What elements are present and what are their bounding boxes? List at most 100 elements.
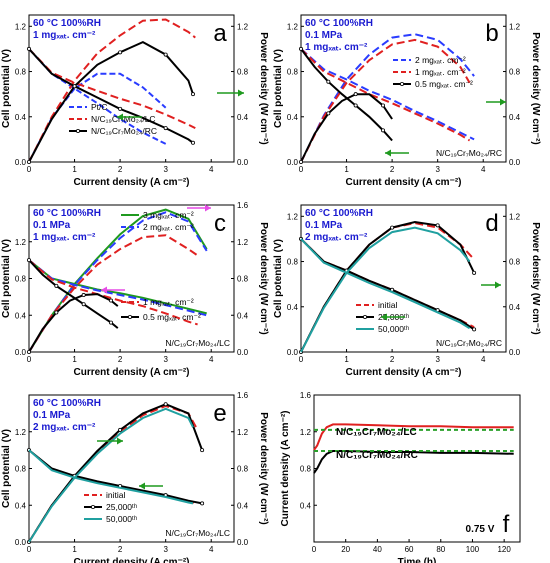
y-tick-label: 1.2 bbox=[300, 428, 312, 437]
legend-label: 50,000ᵗʰ bbox=[106, 514, 137, 524]
x-tick-label: 60 bbox=[405, 545, 414, 554]
x-tick-label: 4 bbox=[481, 355, 486, 364]
x-tick-label: 1 bbox=[72, 165, 77, 174]
panel-c: 0 1 2 3 4 0.0 0.4 0.8 1.2 0.0 0.4 0.8 1.2 1.6 Current … bbox=[1, 201, 269, 378]
y-axis-title: Cell potential (V) bbox=[1, 429, 12, 508]
plot-frame bbox=[300, 204, 507, 353]
y-axis-title: Current density (A cm⁻²) bbox=[280, 410, 291, 526]
x-tick-label: 1 bbox=[72, 545, 77, 554]
data-point bbox=[298, 159, 303, 164]
x-tick-label: 1 bbox=[72, 355, 77, 364]
data-point bbox=[390, 225, 395, 230]
x-tick-label: 0 bbox=[27, 355, 32, 364]
y-tick-label: 0.8 bbox=[287, 68, 299, 77]
power-curve bbox=[28, 407, 194, 543]
legend-label: 0.5 mgₓₐₜ. cm⁻² bbox=[415, 79, 473, 89]
x-tick-label: 3 bbox=[163, 355, 168, 364]
arrow-head bbox=[385, 149, 391, 157]
data-point bbox=[190, 92, 195, 97]
catalyst-note: N/C₁₉Cr₇Mo₂₄/RC bbox=[436, 148, 502, 158]
condition-text: 60 °C 100%RH bbox=[33, 398, 101, 409]
y2-tick-label: 0.4 bbox=[237, 501, 249, 510]
y-tick-label: 0.0 bbox=[15, 348, 27, 357]
data-point bbox=[118, 106, 123, 111]
y2-tick-label: 1.2 bbox=[509, 212, 521, 221]
y-tick-label: 1.2 bbox=[15, 238, 27, 247]
y2-tick-label: 1.2 bbox=[509, 22, 521, 31]
x-tick-label: 0 bbox=[27, 545, 32, 554]
x-tick-label: 4 bbox=[209, 355, 214, 364]
legend-label: N/C₁₉Cr₇Mo₂₄/LC bbox=[91, 114, 156, 124]
x-tick-label: 2 bbox=[390, 355, 395, 364]
power-curve bbox=[28, 18, 196, 163]
panel-letter: f bbox=[503, 511, 510, 538]
y2-axis-title: Power density (W cm⁻²) bbox=[258, 412, 269, 525]
legend-label: 2 mgₓₐₜ. cm⁻² bbox=[415, 55, 466, 65]
y2-axis-title: Power density (W cm⁻²) bbox=[258, 32, 269, 145]
y2-tick-label: 1.2 bbox=[237, 22, 249, 31]
legend-label: initial bbox=[106, 490, 125, 500]
x-axis-title: Current density (A cm⁻²) bbox=[345, 177, 461, 188]
voltage-annotation: 0.75 V bbox=[466, 524, 495, 535]
y-tick-label: 0.4 bbox=[300, 501, 312, 510]
y2-tick-label: 0.8 bbox=[509, 258, 521, 267]
data-point bbox=[353, 103, 358, 108]
data-point bbox=[163, 52, 168, 57]
data-point bbox=[26, 159, 31, 164]
y-tick-label: 1.2 bbox=[15, 428, 27, 437]
panel-letter: c bbox=[214, 210, 226, 237]
legend-label: 3 mgₓₐₜ. cm⁻² bbox=[143, 210, 194, 220]
y2-tick-label: 1.6 bbox=[237, 391, 249, 400]
plot-frame bbox=[300, 14, 507, 163]
condition-text: 2 mgₓₐₜ. cm⁻² bbox=[305, 232, 368, 243]
x-tick-label: 1 bbox=[344, 165, 349, 174]
y-tick-label: 0.4 bbox=[287, 303, 299, 312]
legend-label: 0.5 mgₓₐₜ. cm⁻² bbox=[143, 312, 201, 322]
panel-letter: e bbox=[213, 400, 226, 427]
y-tick-label: 0.8 bbox=[15, 465, 27, 474]
legend-marker bbox=[76, 128, 81, 133]
x-tick-label: 2 bbox=[118, 355, 123, 364]
series-3 bbox=[26, 40, 195, 164]
y-tick-label: 1.2 bbox=[287, 22, 299, 31]
x-tick-label: 0 bbox=[27, 165, 32, 174]
arrow-head bbox=[117, 437, 123, 445]
polarization-curve bbox=[28, 449, 194, 505]
current-curve bbox=[313, 423, 514, 451]
panel-a: 0 1 2 3 4 0.0 0.4 0.8 1.2 0.0 0.4 0.8 1.2 Current den… bbox=[1, 14, 269, 188]
series-1 bbox=[300, 33, 475, 163]
x-tick-label: 0 bbox=[299, 165, 304, 174]
data-point bbox=[26, 46, 31, 51]
x-axis-title: Current density (A cm⁻²) bbox=[73, 367, 189, 378]
catalyst-note: N/C₁₉Cr₇Mo₂₄/LC bbox=[165, 528, 230, 538]
power-curve bbox=[300, 226, 471, 353]
y2-tick-label: 0.0 bbox=[237, 538, 249, 547]
x-tick-label: 80 bbox=[436, 545, 445, 554]
x-axis-title: Current density (A cm⁻²) bbox=[73, 177, 189, 188]
data-point bbox=[26, 349, 31, 354]
condition-text: 60 °C 100%RH bbox=[33, 18, 101, 29]
data-point bbox=[472, 327, 477, 332]
data-point bbox=[200, 501, 205, 506]
arrow-head bbox=[139, 482, 145, 490]
power-curve bbox=[300, 93, 393, 163]
y-tick-label: 0.4 bbox=[15, 501, 27, 510]
data-point bbox=[326, 111, 331, 116]
polarization-curve bbox=[28, 48, 196, 129]
data-point bbox=[81, 293, 86, 298]
condition-text: 0.1 MPa bbox=[33, 410, 71, 421]
series-3 bbox=[28, 234, 199, 353]
data-point bbox=[472, 270, 477, 275]
y2-tick-label: 1.2 bbox=[237, 238, 249, 247]
data-point bbox=[163, 402, 168, 407]
series-1 bbox=[313, 423, 514, 451]
condition-text: 60 °C 100%RH bbox=[305, 18, 373, 29]
data-point bbox=[190, 140, 195, 145]
series-3 bbox=[298, 46, 393, 164]
y-tick-label: 0.4 bbox=[15, 311, 27, 320]
x-axis-title: Time (h) bbox=[398, 557, 437, 563]
y-tick-label: 1.2 bbox=[15, 22, 27, 31]
x-tick-label: 20 bbox=[341, 545, 350, 554]
panel-e: 0 1 2 3 4 0.0 0.4 0.8 1.2 0.0 0.4 0.8 1.2 1.6 Current … bbox=[1, 391, 269, 563]
arrow-head bbox=[495, 281, 501, 289]
